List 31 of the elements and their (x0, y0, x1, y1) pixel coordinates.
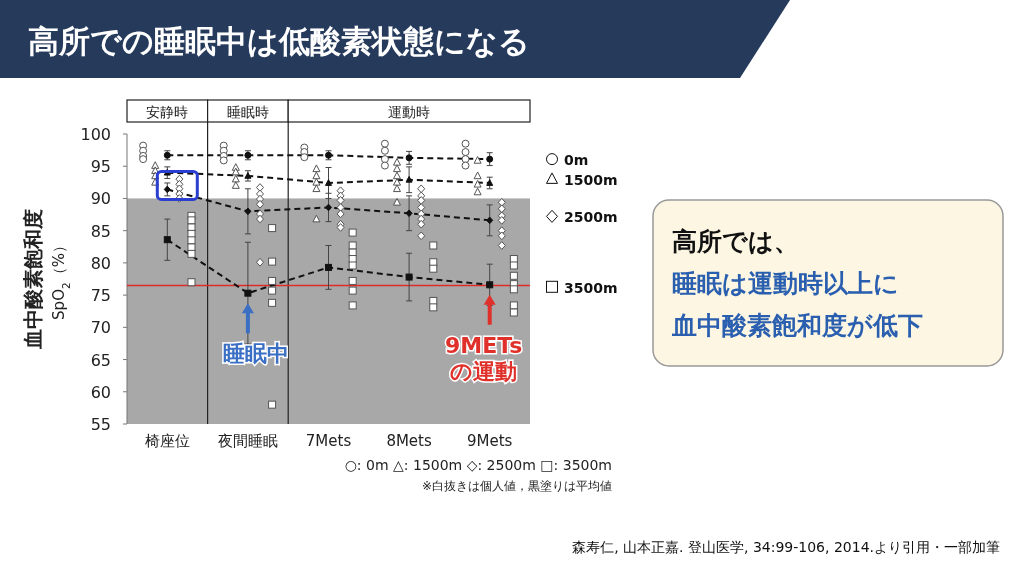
x-tick-label: 椅座位 (144, 432, 190, 450)
text: 森寿仁, 山本正嘉. 登山医学, 34:99-106, 2014.より引用・一部加筆 (572, 539, 1000, 555)
x-tick-label: 9Mets (466, 432, 513, 450)
annotation: 9METs の運動 (444, 332, 523, 384)
text: 安静時 (146, 104, 189, 120)
y-tick-label: 90 (90, 189, 111, 209)
y-tick-label: 80 (90, 253, 111, 273)
text: 高所では、 (672, 227, 799, 256)
y-tick-label: 75 (90, 286, 111, 306)
x-tick-label: 8Mets (386, 432, 432, 450)
y-tick-label: 60 (90, 382, 111, 402)
y-tick-label: 55 (90, 415, 111, 434)
y-tick-label: 70 (90, 318, 111, 338)
legend-label: 2500m (564, 209, 618, 226)
y-tick-label: 85 (90, 221, 111, 241)
text: 運動時 (388, 104, 431, 120)
legend-label: 0m (564, 152, 589, 169)
y-tick-label: 65 (90, 350, 111, 370)
x-tick-label: 7Mets (305, 432, 352, 450)
y-tick-label: 100 (80, 125, 111, 144)
legend-label: 1500m (564, 171, 618, 188)
text: ○: 0m △: 1500m ◇: 2500m □: 3500m (344, 457, 612, 473)
y-tick-label: 95 (90, 157, 111, 177)
text: ※白抜きは個人値，黒塗りは平均値 (421, 479, 612, 493)
text: 睡眠は運動時以上に (672, 269, 899, 298)
text: 血中酸素飽和度が低下 (671, 311, 923, 340)
legend-label: 3500m (564, 279, 618, 296)
text: 睡眠時 (226, 104, 269, 120)
annotation: 睡眠中 (222, 341, 289, 367)
chart-title: 高所での睡眠中は低酸素状態になる (28, 23, 530, 59)
x-tick-label: 夜間睡眠 (217, 432, 278, 450)
